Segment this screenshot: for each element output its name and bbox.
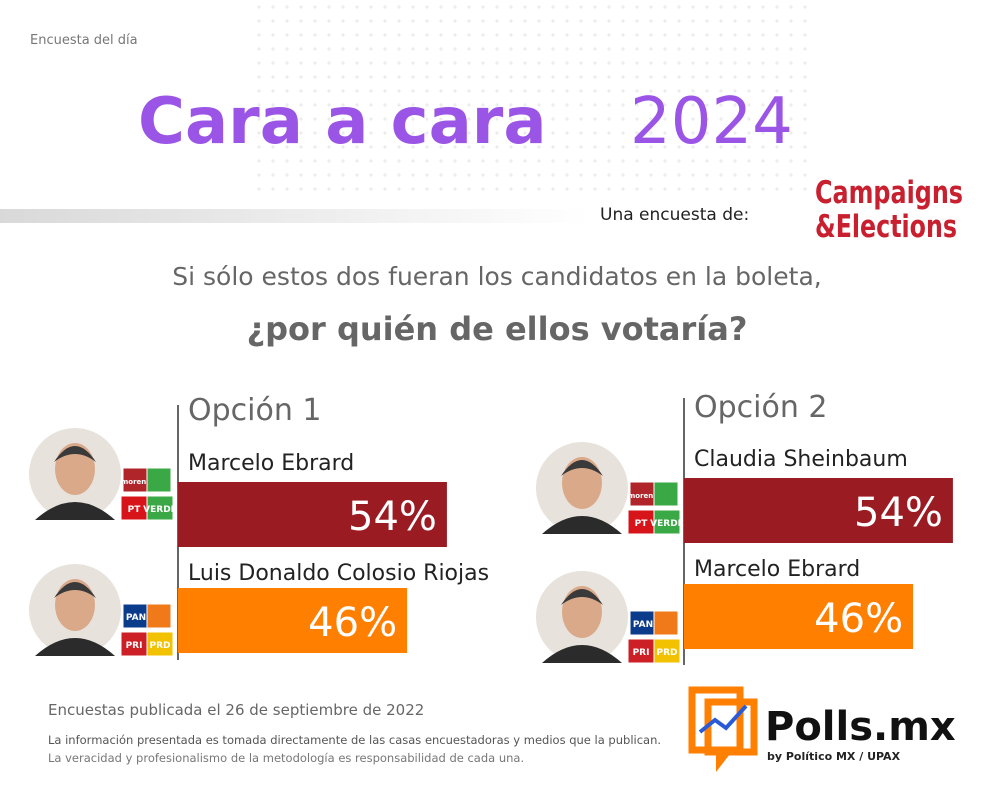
title-year: 2024: [630, 85, 793, 159]
bar: [178, 482, 447, 547]
party-logo-label: PRD: [657, 648, 678, 658]
party-logo-label: PRI: [633, 648, 650, 658]
value-label: 54%: [854, 490, 943, 536]
party-logo-label: PT: [635, 519, 649, 529]
photo-suit: [35, 502, 115, 520]
party-logo: [122, 467, 150, 493]
party-logo-label: PAN: [633, 620, 653, 630]
sponsor-intro: Una encuesta de:: [600, 205, 749, 225]
candidate-name: Luis Donaldo Colosio Riojas: [188, 561, 489, 586]
bar: [684, 584, 914, 649]
photo-suit: [542, 516, 622, 534]
value-label: 46%: [308, 600, 397, 646]
chart-title: Opción 2: [694, 390, 827, 425]
party-logo: [120, 631, 148, 657]
photo-suit: [35, 638, 115, 656]
question: Si sólo estos dos fueran los candidatos …: [172, 262, 821, 291]
brand-sub: by Político MX / UPAX: [767, 750, 901, 763]
party-logo: [653, 481, 679, 507]
photo-hair: [54, 582, 96, 598]
value-label: 54%: [348, 494, 437, 540]
party-logo-label: PT: [128, 505, 142, 515]
photo-face: [55, 579, 95, 631]
value-label: 46%: [814, 596, 903, 642]
photo-face: [562, 586, 602, 638]
photo-hair: [54, 446, 96, 462]
party-logo: [653, 509, 681, 535]
party-logo-label: PRI: [126, 641, 143, 651]
disclaimer: La veracidad y profesionalismo de la met…: [48, 751, 524, 765]
party-logo: [627, 638, 655, 664]
party-logo-label: PAN: [126, 613, 146, 623]
party-logo: [146, 495, 174, 521]
party-logo: [653, 638, 681, 664]
dot-pattern: [250, 0, 810, 200]
party-logo-label: VERDE: [650, 519, 684, 529]
candidate-name: Marcelo Ebrard: [694, 557, 860, 582]
brand: Polls.mx: [765, 704, 956, 750]
party-logo: [146, 631, 174, 657]
candidate-name: Marcelo Ebrard: [188, 451, 354, 476]
title: Cara a cara: [138, 85, 547, 159]
chart-title: Opción 1: [188, 393, 321, 428]
party-logo: [122, 603, 150, 629]
disclaimer: La información presentada es tomada dire…: [48, 733, 661, 747]
photo-face: [55, 443, 95, 495]
photo-hair: [561, 589, 603, 605]
party-logo-label: VERDE: [143, 505, 177, 515]
photo-suit: [542, 645, 622, 663]
sponsor-logo: Campaigns: [815, 175, 963, 211]
footer-note: Encuestas publicada el 26 de septiembre …: [48, 701, 424, 719]
candidate-name: Claudia Sheinbaum: [694, 447, 908, 472]
photo-hair: [561, 460, 603, 476]
party-logo: [120, 495, 148, 521]
party-logo: [146, 467, 172, 493]
bar: [178, 588, 408, 653]
photo-face: [562, 457, 602, 509]
party-logo: [146, 603, 172, 629]
divider: [0, 209, 590, 223]
party-logo-label: morena: [121, 478, 151, 486]
sponsor-logo: &Elections: [815, 209, 957, 245]
bar: [684, 478, 953, 543]
question: ¿por quién de ellos votaría?: [247, 310, 748, 348]
party-logo-label: PRD: [150, 641, 171, 651]
kicker: Encuesta del día: [30, 33, 138, 48]
party-logo-label: morena: [628, 492, 658, 500]
party-logo: [653, 610, 679, 636]
brand-icon: [688, 686, 758, 772]
party-logo: [629, 610, 657, 636]
